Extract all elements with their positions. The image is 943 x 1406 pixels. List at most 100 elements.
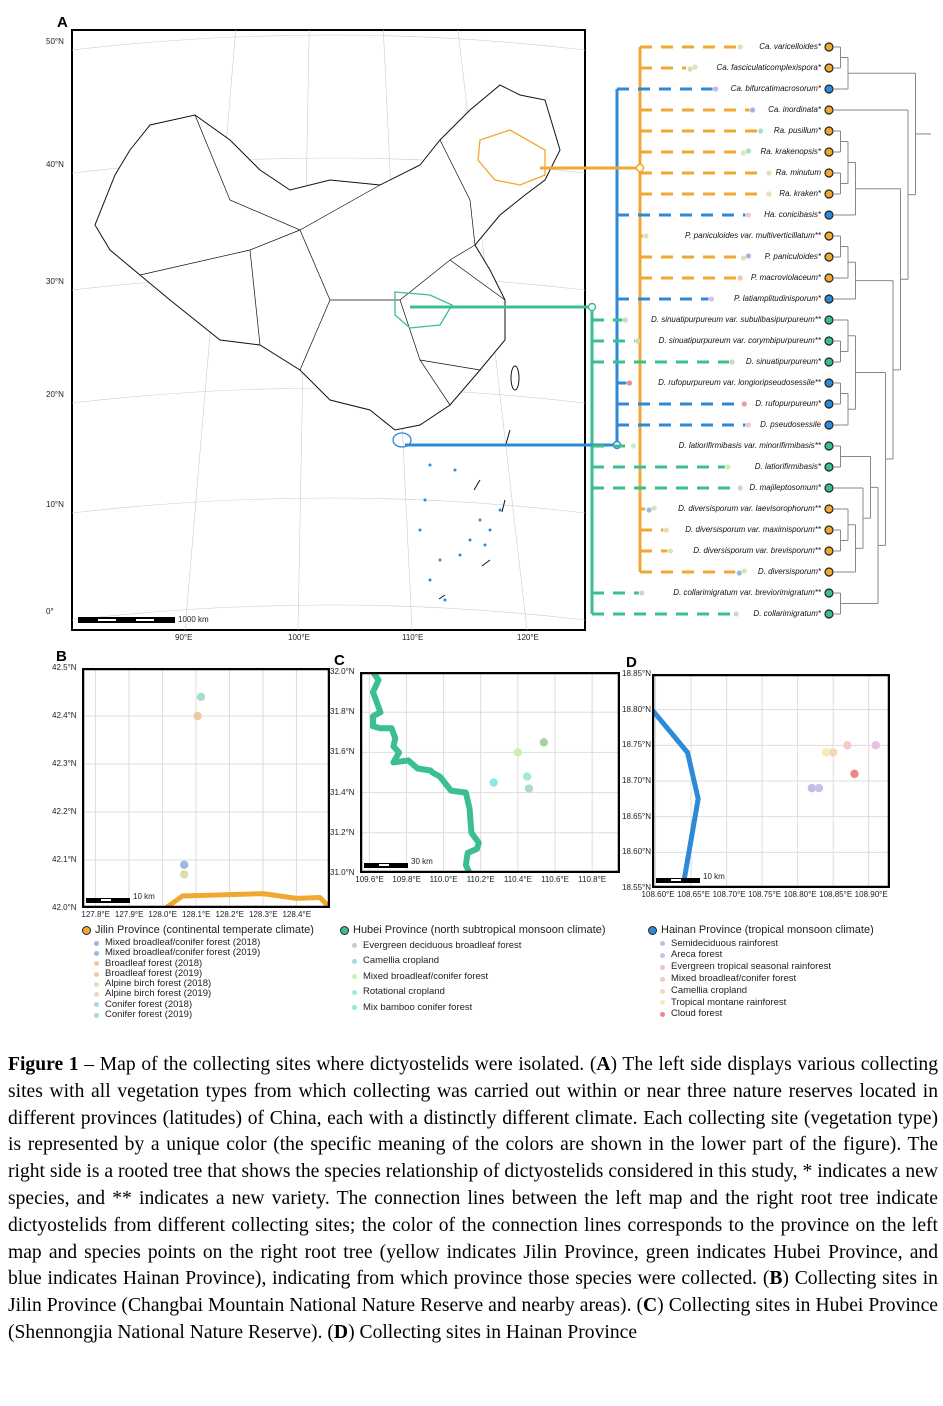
lon-tick-label: 110°E bbox=[402, 633, 424, 642]
panel-a-label: A bbox=[57, 14, 68, 31]
island-mark bbox=[488, 528, 492, 532]
site-color-dot bbox=[740, 150, 747, 156]
site-color-dot bbox=[766, 170, 772, 176]
island-mark bbox=[458, 553, 462, 557]
tree-leaf-node bbox=[824, 588, 834, 598]
tree-leaf-label: Ra. minutum bbox=[773, 168, 821, 177]
legend-item: Semideciduous rainforest bbox=[648, 938, 874, 950]
island-mark bbox=[483, 543, 487, 547]
map-scale-label: 1000 km bbox=[178, 615, 209, 624]
legend-item-label: Mixed broadleaf/conifer forest bbox=[363, 970, 489, 982]
lat-tick-label: 42.2°N bbox=[52, 807, 77, 816]
tree-leaf-label: P. latiamplitudinisporum* bbox=[731, 294, 821, 303]
tree-leaf-node bbox=[824, 231, 834, 241]
tree-leaf-node bbox=[824, 336, 834, 346]
tree-leaf-label: Ca. bifurcatimacrosorum* bbox=[728, 84, 821, 93]
connector-node-hubei bbox=[587, 302, 597, 312]
vegetation-color-dot-icon bbox=[660, 988, 665, 994]
lon-tick-label: 109.8°E bbox=[392, 875, 421, 884]
nine-dash-line bbox=[505, 429, 511, 445]
legend-group-hubei: Hubei Province (north subtropical monsoo… bbox=[340, 924, 606, 1016]
lon-tick-label: 110.4°E bbox=[503, 875, 532, 884]
tree-leaf-node bbox=[824, 504, 834, 514]
site-color-dot bbox=[737, 275, 743, 281]
nine-dash-line bbox=[501, 499, 506, 513]
site-color-dot bbox=[622, 317, 629, 323]
legend-group-hainan: Hainan Province (tropical monsoon climat… bbox=[648, 924, 874, 1021]
vegetation-color-dot-icon bbox=[94, 1012, 99, 1018]
island-mark bbox=[498, 508, 502, 512]
tree-leaf-label: D. latiorifirmibasis* bbox=[752, 462, 821, 471]
lon-tick-label: 108.90°E bbox=[854, 890, 888, 899]
collecting-site-point bbox=[850, 769, 859, 779]
vegetation-color-dot-icon bbox=[94, 992, 99, 998]
legend-item: Alpine birch forest (2018) bbox=[82, 979, 314, 989]
site-color-dot bbox=[708, 296, 715, 302]
lon-tick-label: 127.9°E bbox=[114, 910, 144, 919]
tree-leaf-label: D. diversisporum var. maximisporum** bbox=[683, 525, 821, 534]
scale-label: 10 km bbox=[133, 892, 155, 901]
lat-tick-label: 18.70°N bbox=[622, 776, 651, 785]
site-color-dot bbox=[687, 66, 693, 72]
lon-tick-label: 127.8°E bbox=[81, 910, 110, 919]
site-color-dot bbox=[639, 590, 645, 596]
vegetation-color-dot-icon bbox=[352, 958, 357, 964]
site-color-dot bbox=[745, 148, 752, 154]
vegetation-color-dot-icon bbox=[352, 943, 357, 949]
collecting-site-point bbox=[489, 778, 498, 787]
lon-tick-label: 90°E bbox=[175, 633, 193, 642]
province-dot-icon bbox=[648, 925, 657, 935]
lat-tick-label: 18.60°N bbox=[622, 847, 651, 857]
legend-group-jilin: Jilin Province (continental temperate cl… bbox=[82, 924, 314, 1020]
tree-leaf-label: D. pseudosessile bbox=[758, 420, 821, 429]
site-color-dot bbox=[741, 401, 747, 407]
panel-d-map bbox=[652, 674, 890, 888]
legend-item-label: Camellia cropland bbox=[671, 984, 748, 996]
legend-group-title: Jilin Province (continental temperate cl… bbox=[82, 924, 314, 936]
map-scale-bar-segment bbox=[136, 619, 154, 621]
legend-item-label: Camellia cropland bbox=[363, 955, 440, 966]
site-color-dot bbox=[733, 611, 739, 617]
legend-item: Evergreen deciduous broadleaf forest bbox=[340, 938, 606, 954]
vegetation-color-dot-icon bbox=[94, 971, 99, 977]
panel-label: B bbox=[56, 648, 67, 665]
tree-leaf-label: Ra. krakenopsis* bbox=[758, 147, 821, 156]
map-scale-bar-segment bbox=[98, 619, 116, 621]
site-color-dot bbox=[737, 485, 743, 491]
graticule-latitude bbox=[71, 34, 586, 51]
tree-leaf-node bbox=[824, 420, 834, 430]
legend-item-label: Conifer forest (2018) bbox=[105, 998, 193, 1010]
legend-title-text: Hainan Province (tropical monsoon climat… bbox=[661, 924, 874, 936]
legend-item-label: Mixed broadleaf/conifer forest (2019) bbox=[105, 947, 261, 959]
tree-leaf-node bbox=[824, 42, 834, 52]
collecting-site-point bbox=[193, 711, 202, 721]
lon-tick-label: 128.3°E bbox=[248, 910, 278, 919]
site-color-dot bbox=[737, 44, 743, 50]
site-color-dot bbox=[729, 359, 735, 365]
tree-leaf-node bbox=[824, 609, 834, 619]
island-mark bbox=[443, 598, 447, 602]
lat-tick-label: 31.2°N bbox=[330, 827, 355, 837]
site-color-dot bbox=[646, 507, 652, 513]
province-boundary bbox=[439, 139, 476, 246]
site-color-dot bbox=[635, 338, 641, 344]
site-color-dot bbox=[766, 191, 772, 197]
panel-label: C bbox=[334, 652, 345, 669]
tree-leaf-node bbox=[824, 168, 834, 178]
caption-segment: A bbox=[596, 1054, 611, 1075]
legend-item-label: Mixed broadleaf/conifer forest bbox=[671, 973, 797, 985]
site-color-dot bbox=[626, 380, 633, 386]
site-color-dot bbox=[667, 548, 674, 554]
taiwan-outline bbox=[510, 365, 520, 391]
site-color-dot bbox=[736, 570, 742, 576]
collecting-site-point bbox=[814, 783, 824, 793]
legend-item-label: Tropical montane rainforest bbox=[671, 996, 787, 1008]
lat-tick-label: 20°N bbox=[46, 390, 64, 399]
tree-leaf-node bbox=[824, 357, 834, 367]
collecting-site-point bbox=[524, 784, 534, 793]
caption-segment: – Map of the collecting sites where dict… bbox=[78, 1054, 597, 1075]
figure-caption: Figure 1 – Map of the collecting sites w… bbox=[8, 1052, 938, 1347]
legend-item-label: Alpine birch forest (2018) bbox=[105, 978, 212, 990]
lon-tick-label: 120°E bbox=[517, 633, 539, 642]
legend-group-title: Hainan Province (tropical monsoon climat… bbox=[648, 924, 874, 936]
